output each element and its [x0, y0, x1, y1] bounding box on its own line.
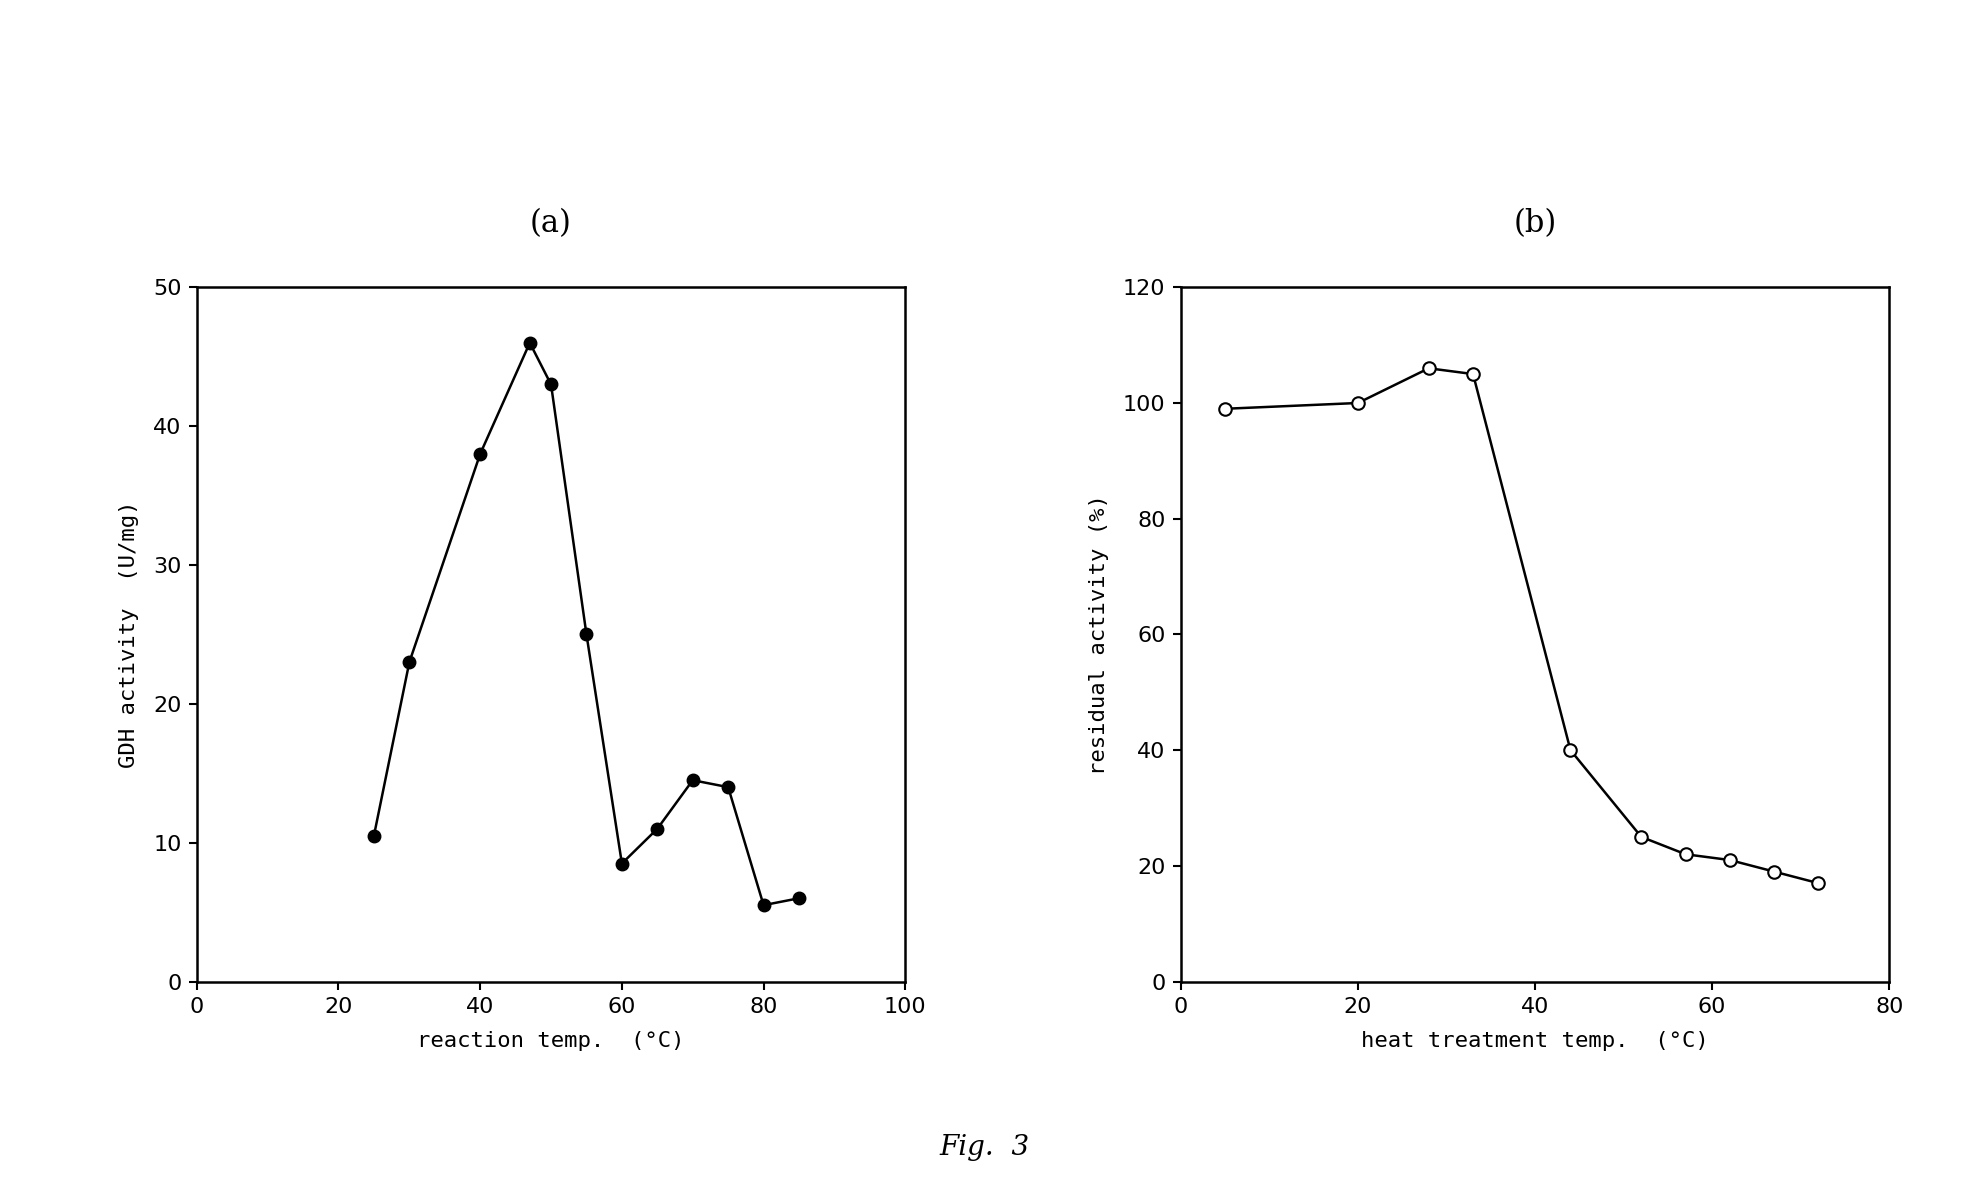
- Text: (a): (a): [529, 208, 573, 239]
- Y-axis label: GDH activity  (U/mg): GDH activity (U/mg): [120, 500, 140, 768]
- Text: Fig.  3: Fig. 3: [939, 1134, 1029, 1161]
- X-axis label: reaction temp.  (°C): reaction temp. (°C): [417, 1031, 685, 1051]
- X-axis label: heat treatment temp.  (°C): heat treatment temp. (°C): [1362, 1031, 1708, 1051]
- Text: (b): (b): [1513, 208, 1557, 239]
- Y-axis label: residual activity (%): residual activity (%): [1088, 494, 1110, 774]
